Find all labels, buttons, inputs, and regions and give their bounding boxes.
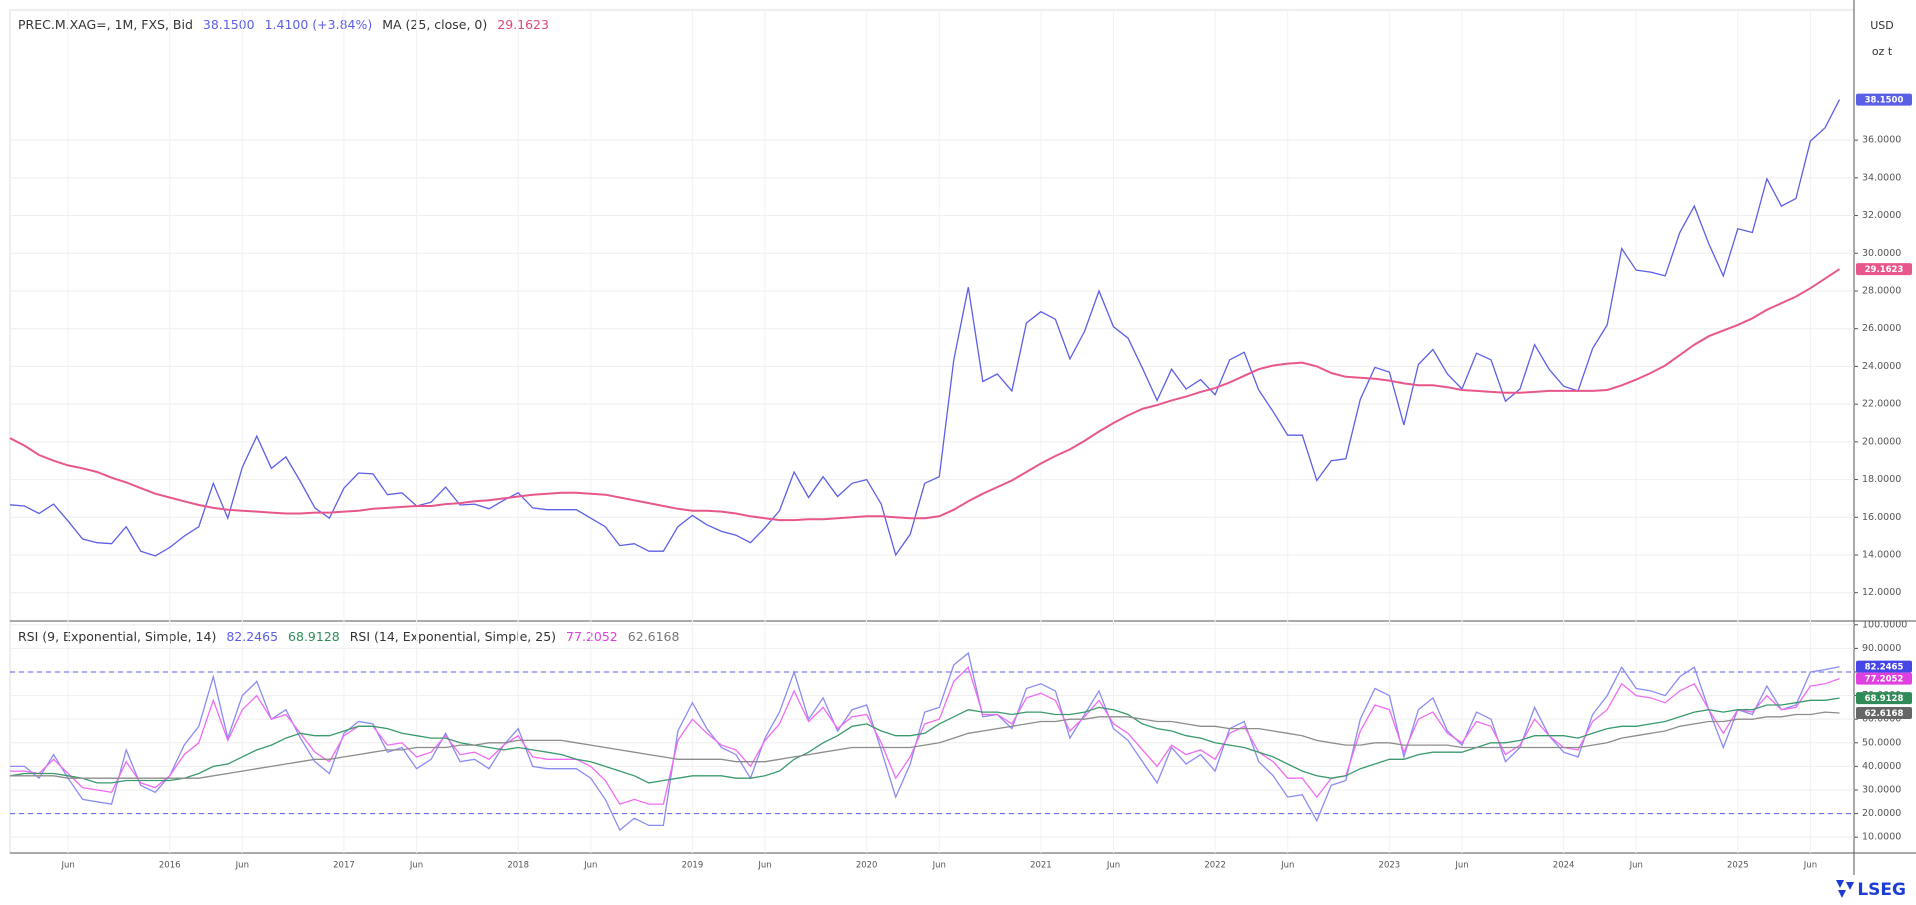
x-tick-label: Jun bbox=[1803, 861, 1817, 871]
series-line bbox=[9, 268, 1841, 522]
last-value-label: 77.2052 bbox=[1865, 675, 1904, 685]
x-tick-label: Jun bbox=[60, 861, 74, 871]
header-item: 68.9128 bbox=[288, 629, 340, 644]
header-item: 29.1623 bbox=[497, 17, 549, 32]
logo: LSEG bbox=[1857, 880, 1906, 900]
y-tick-label: 12.0000 bbox=[1862, 587, 1901, 598]
chart-frame bbox=[9, 9, 1855, 854]
y-tick-label: 32.0000 bbox=[1862, 210, 1901, 221]
last-value-tag bbox=[1856, 692, 1912, 705]
y-tick-label: 18.0000 bbox=[1862, 474, 1901, 485]
x-tick-label: Jun bbox=[1106, 861, 1120, 871]
x-tick-label: 2023 bbox=[1379, 861, 1401, 871]
last-value-tag bbox=[1856, 93, 1912, 106]
y-tick-label: 30.0000 bbox=[1862, 248, 1901, 259]
y-tick-label: 100.0000 bbox=[1862, 619, 1907, 630]
x-tick-label: 2018 bbox=[507, 861, 529, 871]
last-value-tag bbox=[1856, 672, 1912, 685]
x-tick-label: 2021 bbox=[1030, 861, 1052, 871]
series-line bbox=[10, 651, 1840, 832]
y-tick-label: 20.0000 bbox=[1862, 436, 1901, 447]
x-tick-label: Jun bbox=[932, 861, 946, 871]
series-line bbox=[10, 666, 1840, 805]
header-item: 1.4100 (+3.84%) bbox=[264, 17, 373, 32]
x-tick-label: Jun bbox=[1629, 861, 1643, 871]
header-item: RSI (14, Exponential, Simple, 25) bbox=[349, 629, 557, 644]
currency-label: USD bbox=[1870, 19, 1894, 32]
x-tick-label: Jun bbox=[1454, 861, 1468, 871]
header-item: 77.2052 bbox=[566, 629, 618, 644]
unit-label: oz t bbox=[1871, 45, 1893, 58]
rsi-header: RSI (9, Exponential, Simple, 14) 82.2465 6… bbox=[18, 629, 679, 644]
y-tick-label: 60.0000 bbox=[1862, 714, 1901, 725]
y-tick-label: 26.0000 bbox=[1862, 323, 1901, 334]
x-tick-label: 2022 bbox=[1204, 861, 1226, 871]
y-tick-label: 40.0000 bbox=[1862, 761, 1901, 772]
y-tick-label: 14.0000 bbox=[1862, 549, 1901, 560]
y-tick-label: 34.0000 bbox=[1862, 172, 1901, 183]
last-value-label: 38.1500 bbox=[1865, 96, 1904, 106]
price-header: PREC.M.XAG=, 1M, FXS, Bid 38.1500 1.4100 (… bbox=[18, 17, 549, 32]
series-line bbox=[9, 697, 1840, 784]
x-tick-label: Jun bbox=[409, 861, 423, 871]
x-tick-label: Jun bbox=[235, 861, 249, 871]
last-value-label: 68.9128 bbox=[1865, 694, 1904, 704]
x-tick-label: 2016 bbox=[159, 861, 181, 871]
y-tick-label: 30.0000 bbox=[1862, 784, 1901, 795]
x-tick-label: Jun bbox=[757, 861, 771, 871]
x-tick-label: Jun bbox=[583, 861, 597, 871]
last-value-tag bbox=[1856, 707, 1912, 720]
y-tick-label: 28.0000 bbox=[1862, 285, 1901, 296]
x-tick-label: 2020 bbox=[856, 861, 878, 871]
y-tick-label: 90.0000 bbox=[1862, 643, 1901, 654]
last-value-tag bbox=[1856, 263, 1912, 276]
last-value-label: 62.6168 bbox=[1865, 709, 1904, 719]
header-item: 62.6168 bbox=[627, 629, 680, 644]
series-line bbox=[9, 99, 1841, 557]
y-tick-label: 16.0000 bbox=[1862, 512, 1901, 523]
x-tick-label: 2017 bbox=[333, 861, 355, 871]
last-value-label: 82.2465 bbox=[1865, 663, 1904, 673]
y-tick-label: 20.0000 bbox=[1862, 808, 1901, 819]
y-tick-label: 22.0000 bbox=[1862, 399, 1901, 410]
header-item: 82.2465 bbox=[226, 629, 279, 644]
last-value-label: 29.1623 bbox=[1865, 265, 1904, 275]
header-item: MA (25, close, 0) bbox=[382, 17, 488, 32]
y-tick-label: 10.0000 bbox=[1862, 832, 1901, 843]
x-tick-label: 2019 bbox=[682, 861, 704, 871]
logo-mark bbox=[1836, 880, 1854, 898]
series-line bbox=[10, 711, 1840, 779]
header-item: PREC.M.XAG=, 1M, FXS, Bid bbox=[18, 17, 193, 32]
header-item: 38.1500 bbox=[202, 17, 255, 32]
y-tick-label: 24.0000 bbox=[1862, 361, 1901, 372]
x-tick-label: 2024 bbox=[1553, 861, 1575, 871]
y-tick-label: 50.0000 bbox=[1862, 737, 1901, 748]
last-value-tag bbox=[1856, 660, 1912, 673]
y-tick-label: 36.0000 bbox=[1862, 135, 1901, 146]
x-tick-label: Jun bbox=[1280, 861, 1294, 871]
x-tick-label: 2025 bbox=[1727, 861, 1749, 871]
